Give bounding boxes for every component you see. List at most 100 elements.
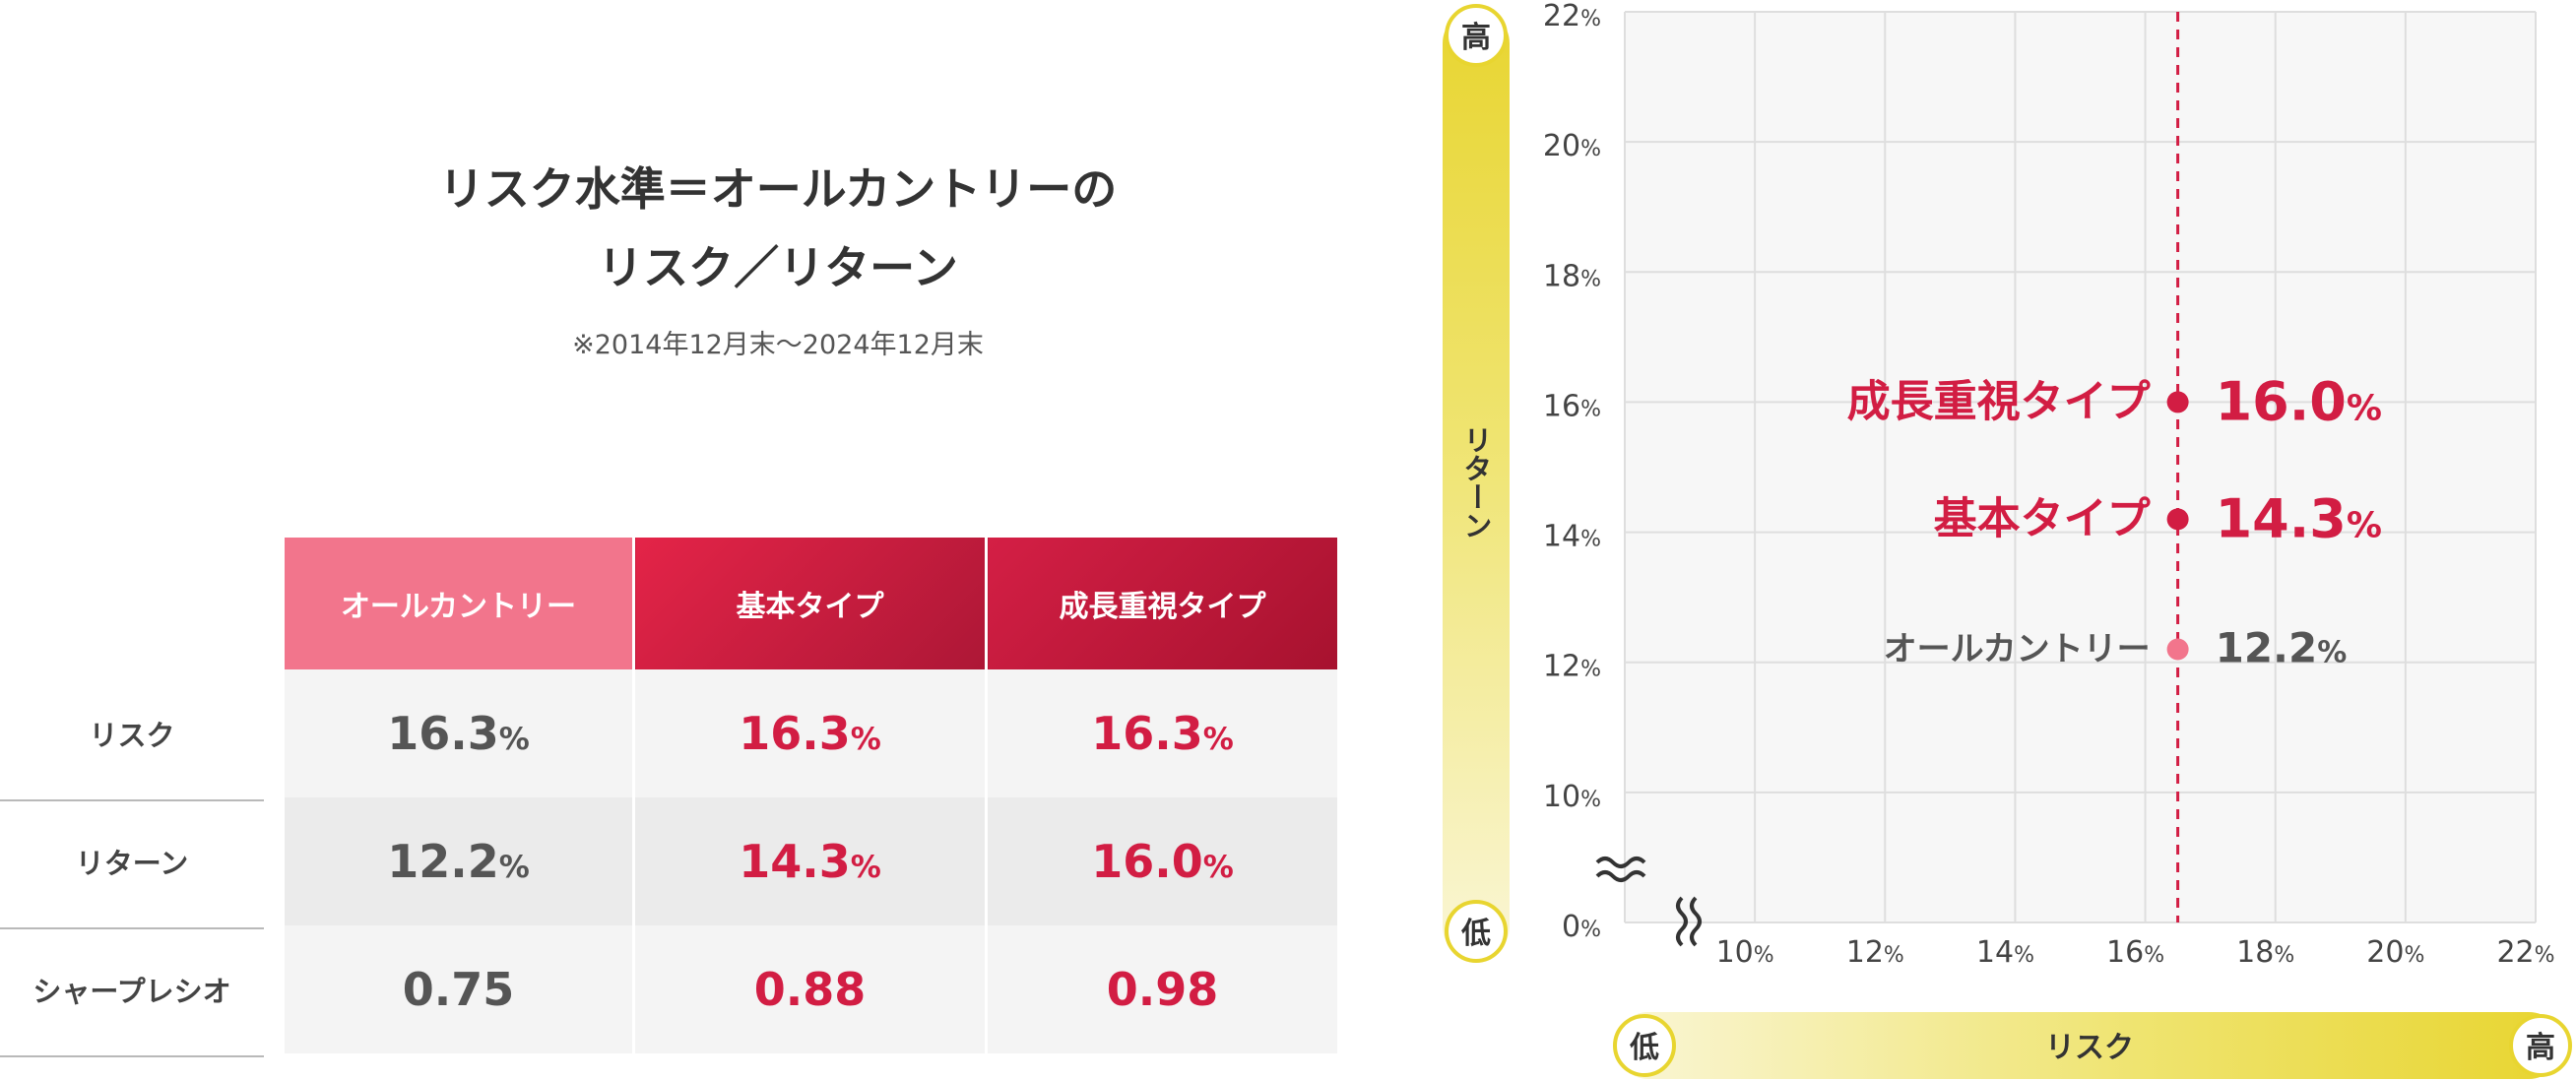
value-number: 10: [1543, 780, 1580, 814]
value-unit: %: [2274, 943, 2294, 968]
plot-area: [1625, 12, 2536, 922]
point-value-label: 12.2%: [2216, 624, 2348, 672]
point-value-label: 14.3%: [2216, 487, 2382, 549]
value-number: 0: [1562, 910, 1580, 944]
data-points: 成長重視タイプ 16.0% 基本タイプ 14.3% オールカントリー 12.2%: [1847, 370, 2382, 671]
cell-sharpe-all-country: 0.75: [285, 925, 634, 1053]
gauge-low-label-h: 低: [1629, 1031, 1659, 1065]
gauge-high-badge-h: [2509, 1014, 2572, 1077]
cell-risk-all-country: 16.3%: [285, 669, 634, 797]
table-row-risk: リスク 16.3% 16.3% 16.3%: [0, 669, 1337, 797]
point-series-label: 成長重視タイプ: [1847, 376, 2151, 426]
x-tick-label: 18%: [2236, 935, 2294, 970]
value-unit: %: [2535, 943, 2555, 968]
row-divider: [0, 1055, 264, 1057]
value-unit: %: [1580, 267, 1601, 291]
row-label-return: リターン: [0, 841, 264, 882]
value-unit: %: [1580, 397, 1601, 421]
x-tick-label: 20%: [2366, 935, 2424, 970]
point-series-label: オールカントリー: [1884, 630, 2151, 669]
point-value-label: 16.0%: [2216, 370, 2382, 432]
risk-return-chart: 0%10%12%14%16%18%20%22%10% 12% 14% 16% 18% 20…: [1443, 0, 2572, 1079]
row-label-cell: リスク: [0, 669, 285, 797]
column-header-growth: 成長重視タイプ: [985, 538, 1337, 669]
value-unit: %: [1580, 137, 1601, 161]
value-number: 20: [1543, 129, 1580, 163]
cell-sharpe-basic: 0.88: [632, 925, 987, 1053]
tick-labels: 0%10%12%14%16%18%20%22%10% 12% 14% 16% 18% 20…: [1543, 0, 2555, 970]
cell-sharpe-growth: 0.98: [985, 925, 1337, 1053]
value-unit: %: [2317, 636, 2347, 670]
value-number: 18: [2236, 935, 2274, 970]
y-tick-label: 0%: [1562, 910, 1601, 944]
column-header-basic: 基本タイプ: [632, 538, 987, 669]
row-label-cell: リターン: [0, 797, 285, 925]
x-axis-label: リスク: [2045, 1031, 2134, 1065]
value-number: 22: [1543, 0, 1580, 33]
data-point: [2166, 391, 2189, 413]
value-number: 16: [1543, 389, 1580, 423]
value-unit: %: [2014, 943, 2034, 968]
title-line-2: リスク／リターン: [598, 241, 958, 294]
gauge-high-label-v: 高: [1461, 21, 1491, 55]
value-unit: %: [2347, 388, 2382, 428]
value-unit: %: [1580, 528, 1601, 552]
value-unit: %: [1884, 943, 1904, 968]
value-number: 12: [1543, 650, 1580, 684]
gauge-low-label-v: 低: [1460, 917, 1491, 951]
data-point: [2166, 508, 2189, 531]
cell-return-growth: 16.0%: [985, 797, 1337, 925]
risk-gauge: [1615, 1012, 2562, 1079]
value-number: 12: [1846, 935, 1884, 970]
y-tick-label: 12%: [1543, 650, 1601, 684]
table-row-return: リターン 12.2% 14.3% 16.0%: [0, 797, 1337, 925]
value-number: 10: [1716, 935, 1754, 970]
value-unit: %: [2347, 505, 2382, 545]
value-number: 16.0: [2216, 370, 2347, 432]
y-tick-label: 10%: [1543, 780, 1601, 814]
table-header-row: オールカントリー 基本タイプ 成長重視タイプ: [0, 538, 1337, 669]
value-number: 14.3: [2216, 487, 2347, 549]
value-number: 16: [2106, 935, 2144, 970]
cell-return-all-country: 12.2%: [285, 797, 634, 925]
value-unit: %: [2144, 943, 2164, 968]
y-tick-label: 18%: [1543, 259, 1601, 293]
value-unit: %: [1580, 788, 1601, 812]
comparison-table: オールカントリー 基本タイプ 成長重視タイプ リスク 16.3% 16.3% 1…: [0, 538, 1337, 1053]
value-number: 14: [1976, 935, 2014, 970]
value-unit: %: [1754, 943, 1774, 968]
x-tick-label: 22%: [2496, 935, 2554, 970]
value-unit: %: [2404, 943, 2424, 968]
value-unit: %: [1580, 658, 1601, 682]
column-header-all-country: オールカントリー: [285, 538, 634, 669]
x-tick-label: 14%: [1976, 935, 2034, 970]
value-unit: %: [1580, 7, 1601, 32]
x-tick-label: 10%: [1716, 935, 1774, 970]
value-number: 22: [2496, 935, 2534, 970]
x-axis-break-icon: [1676, 896, 1702, 947]
data-point: [2166, 638, 2189, 661]
y-axis-break-icon: [1595, 857, 1646, 882]
gauge-high-label-h: 高: [2526, 1031, 2555, 1065]
y-tick-label: 20%: [1543, 129, 1601, 163]
cell-risk-growth: 16.3%: [985, 669, 1337, 797]
row-label-risk: リスク: [0, 713, 264, 754]
value-number: 14: [1543, 520, 1580, 554]
y-tick-label: 22%: [1543, 0, 1601, 33]
title-line-1: リスク水準＝オールカントリーの: [438, 162, 1118, 216]
point-series-label: 基本タイプ: [1934, 493, 2151, 543]
row-label-cell: シャープレシオ: [0, 925, 285, 1053]
value-unit: %: [1580, 918, 1601, 942]
return-gauge: [1443, 10, 1510, 960]
gauge-low-badge: [1445, 900, 1508, 963]
row-label-sharpe: シャープレシオ: [0, 969, 264, 1010]
row-divider: [0, 799, 264, 801]
cell-return-basic: 14.3%: [632, 797, 987, 925]
grid-lines: [1624, 11, 2537, 923]
value-number: 12.2: [2216, 624, 2318, 672]
table-corner: [0, 538, 285, 669]
value-number: 20: [2366, 935, 2404, 970]
y-tick-label: 14%: [1543, 520, 1601, 554]
chart-title: リスク水準＝オールカントリーの リスク／リターン: [354, 150, 1201, 307]
gauge-high-badge: [1445, 4, 1508, 67]
